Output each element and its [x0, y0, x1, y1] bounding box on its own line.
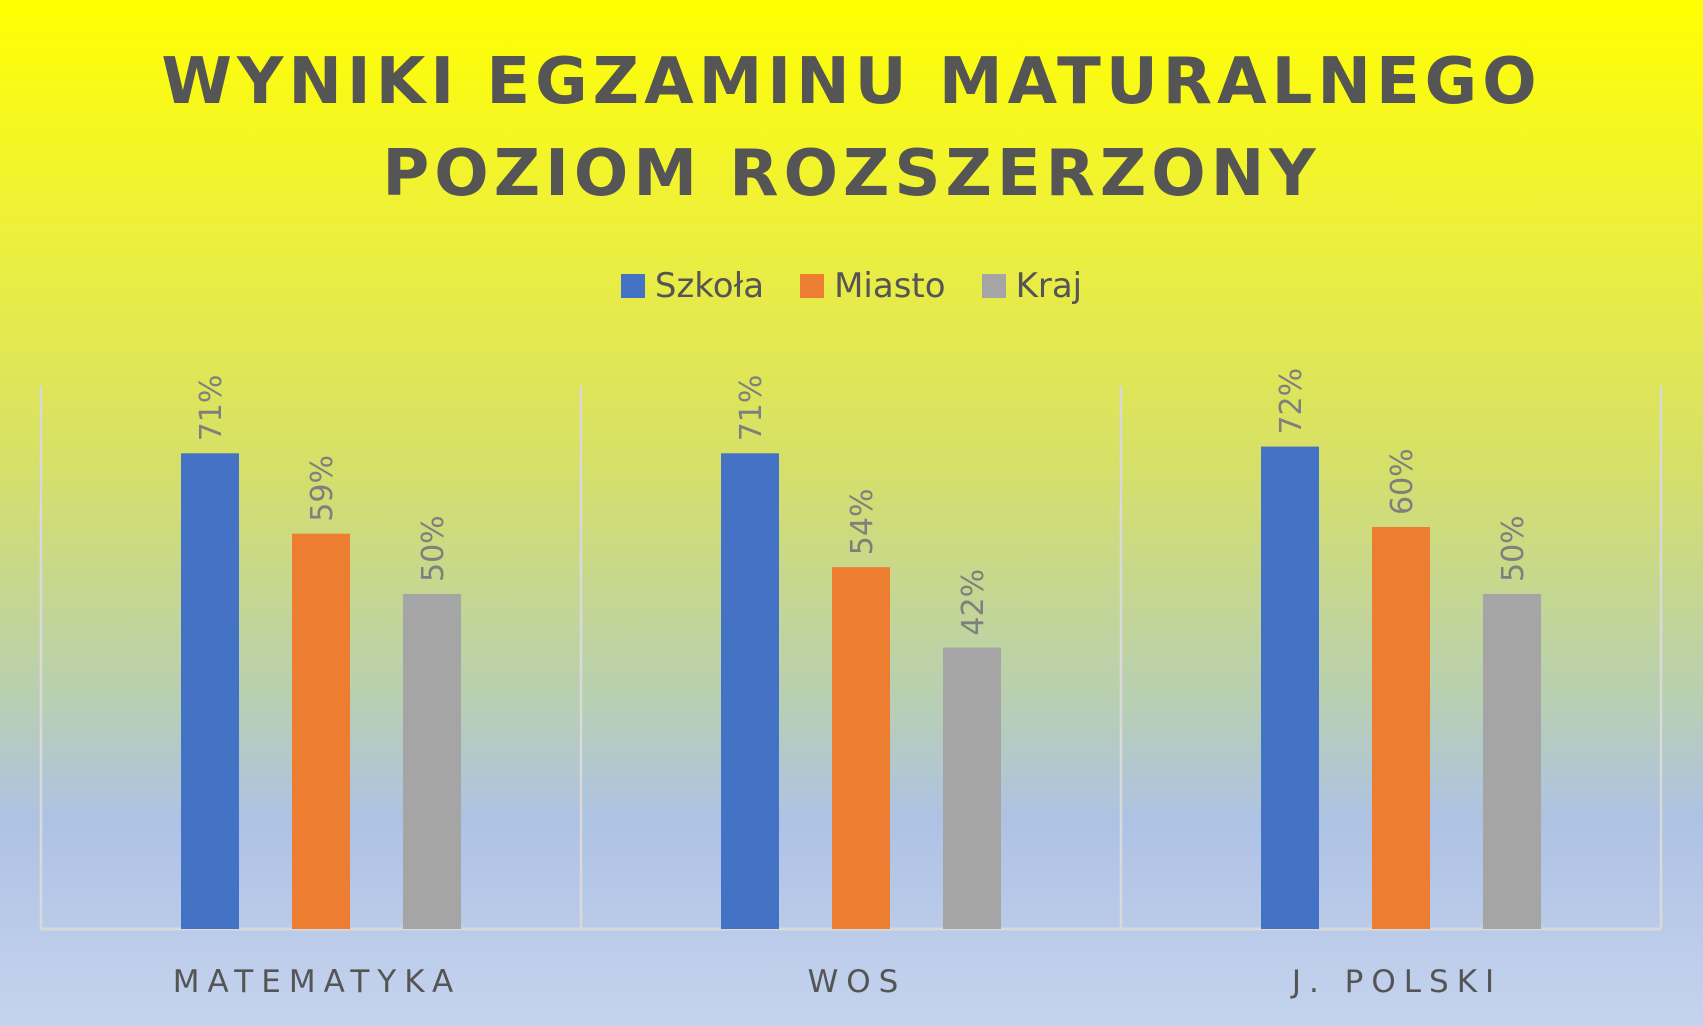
chart-title: WYNIKI EGZAMINU MATURALNEGO POZIOM ROZSZ… [0, 36, 1703, 220]
chart-title-line-1: WYNIKI EGZAMINU MATURALNEGO [161, 45, 1542, 119]
legend-swatch-szkola [620, 274, 645, 298]
data-label-kraj-matematyka: 50% [416, 515, 451, 582]
bar-szkoła-j-polski [1261, 446, 1319, 929]
bar-miasto-wos [832, 567, 890, 929]
bar-kraj-j-polski [1483, 594, 1541, 929]
x-tick-label-matematyka: MATEMATYKA [173, 964, 461, 1000]
data-label-miasto-j-polski: 60% [1385, 448, 1420, 515]
data-label-szkoła-matematyka: 71% [194, 375, 229, 442]
legend-item-kraj: Kraj [981, 266, 1083, 306]
legend-item-miasto: Miasto [800, 266, 946, 306]
data-label-szkoła-wos: 71% [734, 375, 769, 442]
bar-szkoła-matematyka [181, 453, 239, 929]
data-label-szkoła-j-polski: 72% [1274, 368, 1309, 435]
bar-miasto-j-polski [1372, 527, 1430, 929]
x-tick-label-wos: WOS [808, 964, 907, 1000]
bar-szkoła-wos [721, 453, 779, 929]
data-label-kraj-wos: 42% [956, 569, 991, 636]
bar-kraj-wos [943, 647, 1001, 929]
bar-miasto-matematyka [292, 533, 350, 929]
chart-title-line-2: POZIOM ROZSZERZONY [382, 137, 1321, 211]
legend-label-kraj: Kraj [1015, 266, 1083, 306]
data-label-miasto-matematyka: 59% [305, 455, 340, 522]
chart-legend: Szkoła Miasto Kraj [0, 266, 1703, 306]
bar-kraj-matematyka [403, 594, 461, 929]
legend-swatch-miasto [800, 274, 825, 298]
legend-item-szkola: Szkoła [620, 266, 765, 306]
x-tick-label-j-polski: J. POLSKI [1290, 964, 1502, 1000]
data-label-miasto-wos: 54% [845, 489, 880, 556]
legend-swatch-kraj [981, 274, 1006, 298]
data-label-kraj-j-polski: 50% [1496, 515, 1531, 582]
legend-label-miasto: Miasto [834, 266, 946, 306]
legend-label-szkola: Szkoła [654, 266, 765, 306]
